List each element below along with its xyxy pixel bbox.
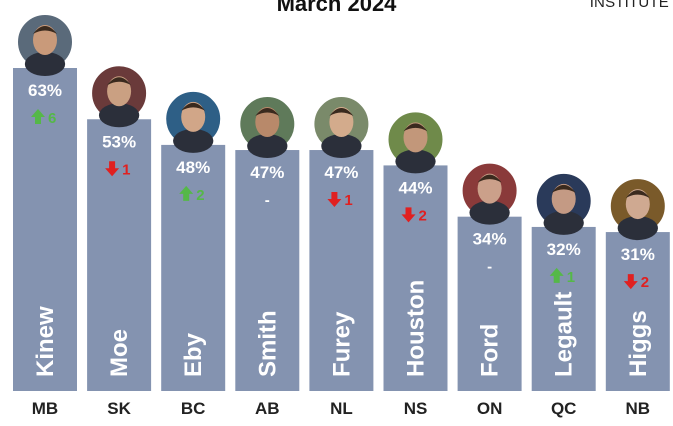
bar-on: [457, 216, 522, 391]
bar-ab: [235, 150, 300, 391]
avatar: [460, 161, 519, 225]
down-arrow-icon: [623, 274, 638, 290]
change-label: 1: [344, 192, 352, 209]
change-label: 2: [641, 274, 649, 291]
bar-group-on: 34% - Ford ON: [457, 161, 522, 418]
category-label: SK: [107, 399, 131, 418]
value-label: 31%: [621, 245, 655, 264]
chart-title: March 2024: [276, 0, 397, 16]
bar-group-ns: 44% 2 Houston NS: [383, 110, 448, 418]
bar-group-nl: 47% 1 Furey NL: [309, 95, 374, 418]
down-arrow-icon: [401, 207, 416, 223]
bar-group-qc: 32% 1 Legault QC: [531, 171, 596, 418]
bar-name-label: Ford: [477, 324, 504, 377]
value-label: 53%: [102, 132, 136, 151]
avatar: [90, 64, 149, 128]
change-label: -: [265, 192, 270, 209]
bar-name-label: Eby: [180, 332, 207, 377]
value-label: 63%: [28, 81, 62, 100]
bar-sk: [87, 119, 152, 392]
bar-group-nb: 31% 2 Higgs NB: [605, 177, 670, 418]
bar-group-ab: 47% - Smith AB: [235, 95, 300, 418]
bar-qc: [531, 226, 596, 391]
up-arrow-icon: [179, 185, 194, 201]
value-label: 32%: [547, 240, 581, 259]
category-label: QC: [551, 399, 577, 418]
category-label: BC: [181, 399, 206, 418]
avatar: [386, 110, 445, 174]
bar-name-label: Moe: [106, 329, 133, 377]
category-label: NS: [404, 399, 428, 418]
value-label: 47%: [324, 163, 358, 182]
category-label: AB: [255, 399, 280, 418]
bar-name-label: Higgs: [625, 310, 652, 377]
bar-ns: [383, 165, 448, 391]
avatar: [534, 171, 593, 235]
change-label: 6: [48, 110, 56, 127]
change-label: 1: [122, 161, 130, 178]
brand-bottom-text: INSTITUTE: [589, 0, 669, 11]
value-label: 48%: [176, 158, 210, 177]
up-arrow-icon: [31, 109, 45, 124]
avatar: [238, 95, 297, 159]
category-label: NB: [626, 399, 651, 418]
bar-name-label: Furey: [328, 311, 355, 377]
category-label: MB: [32, 399, 58, 418]
bar-bc: [161, 144, 226, 391]
up-arrow-icon: [549, 267, 564, 283]
value-label: 44%: [398, 178, 432, 197]
change-label: 2: [196, 187, 204, 204]
bar-name-label: Legault: [551, 292, 578, 377]
bar-group-mb: 63% 6 Kinew MB: [13, 13, 77, 418]
down-arrow-icon: [327, 192, 342, 208]
change-label: 2: [419, 207, 427, 224]
category-label: ON: [477, 399, 503, 418]
bar-name-label: Houston: [403, 280, 430, 377]
bar-mb: [13, 68, 77, 391]
change-label: -: [487, 259, 492, 276]
value-label: 47%: [250, 163, 284, 182]
avatar: [312, 95, 371, 159]
bar-nl: [309, 150, 374, 391]
change-label: 1: [567, 269, 575, 286]
bar-group-sk: 53% 1 Moe SK: [87, 64, 152, 418]
down-arrow-icon: [105, 161, 120, 177]
category-label: NL: [330, 399, 353, 418]
bar-name-label: Smith: [254, 310, 281, 377]
bar-group-bc: 48% 2 Eby BC: [161, 89, 226, 418]
value-label: 34%: [473, 230, 507, 249]
avatar: [16, 13, 74, 76]
avatar: [608, 177, 667, 241]
bar-nb: [605, 232, 670, 391]
brand-logo: INSTITUTE: [590, 0, 669, 11]
bar-name-label: Kinew: [32, 306, 59, 377]
avatar: [164, 89, 223, 153]
